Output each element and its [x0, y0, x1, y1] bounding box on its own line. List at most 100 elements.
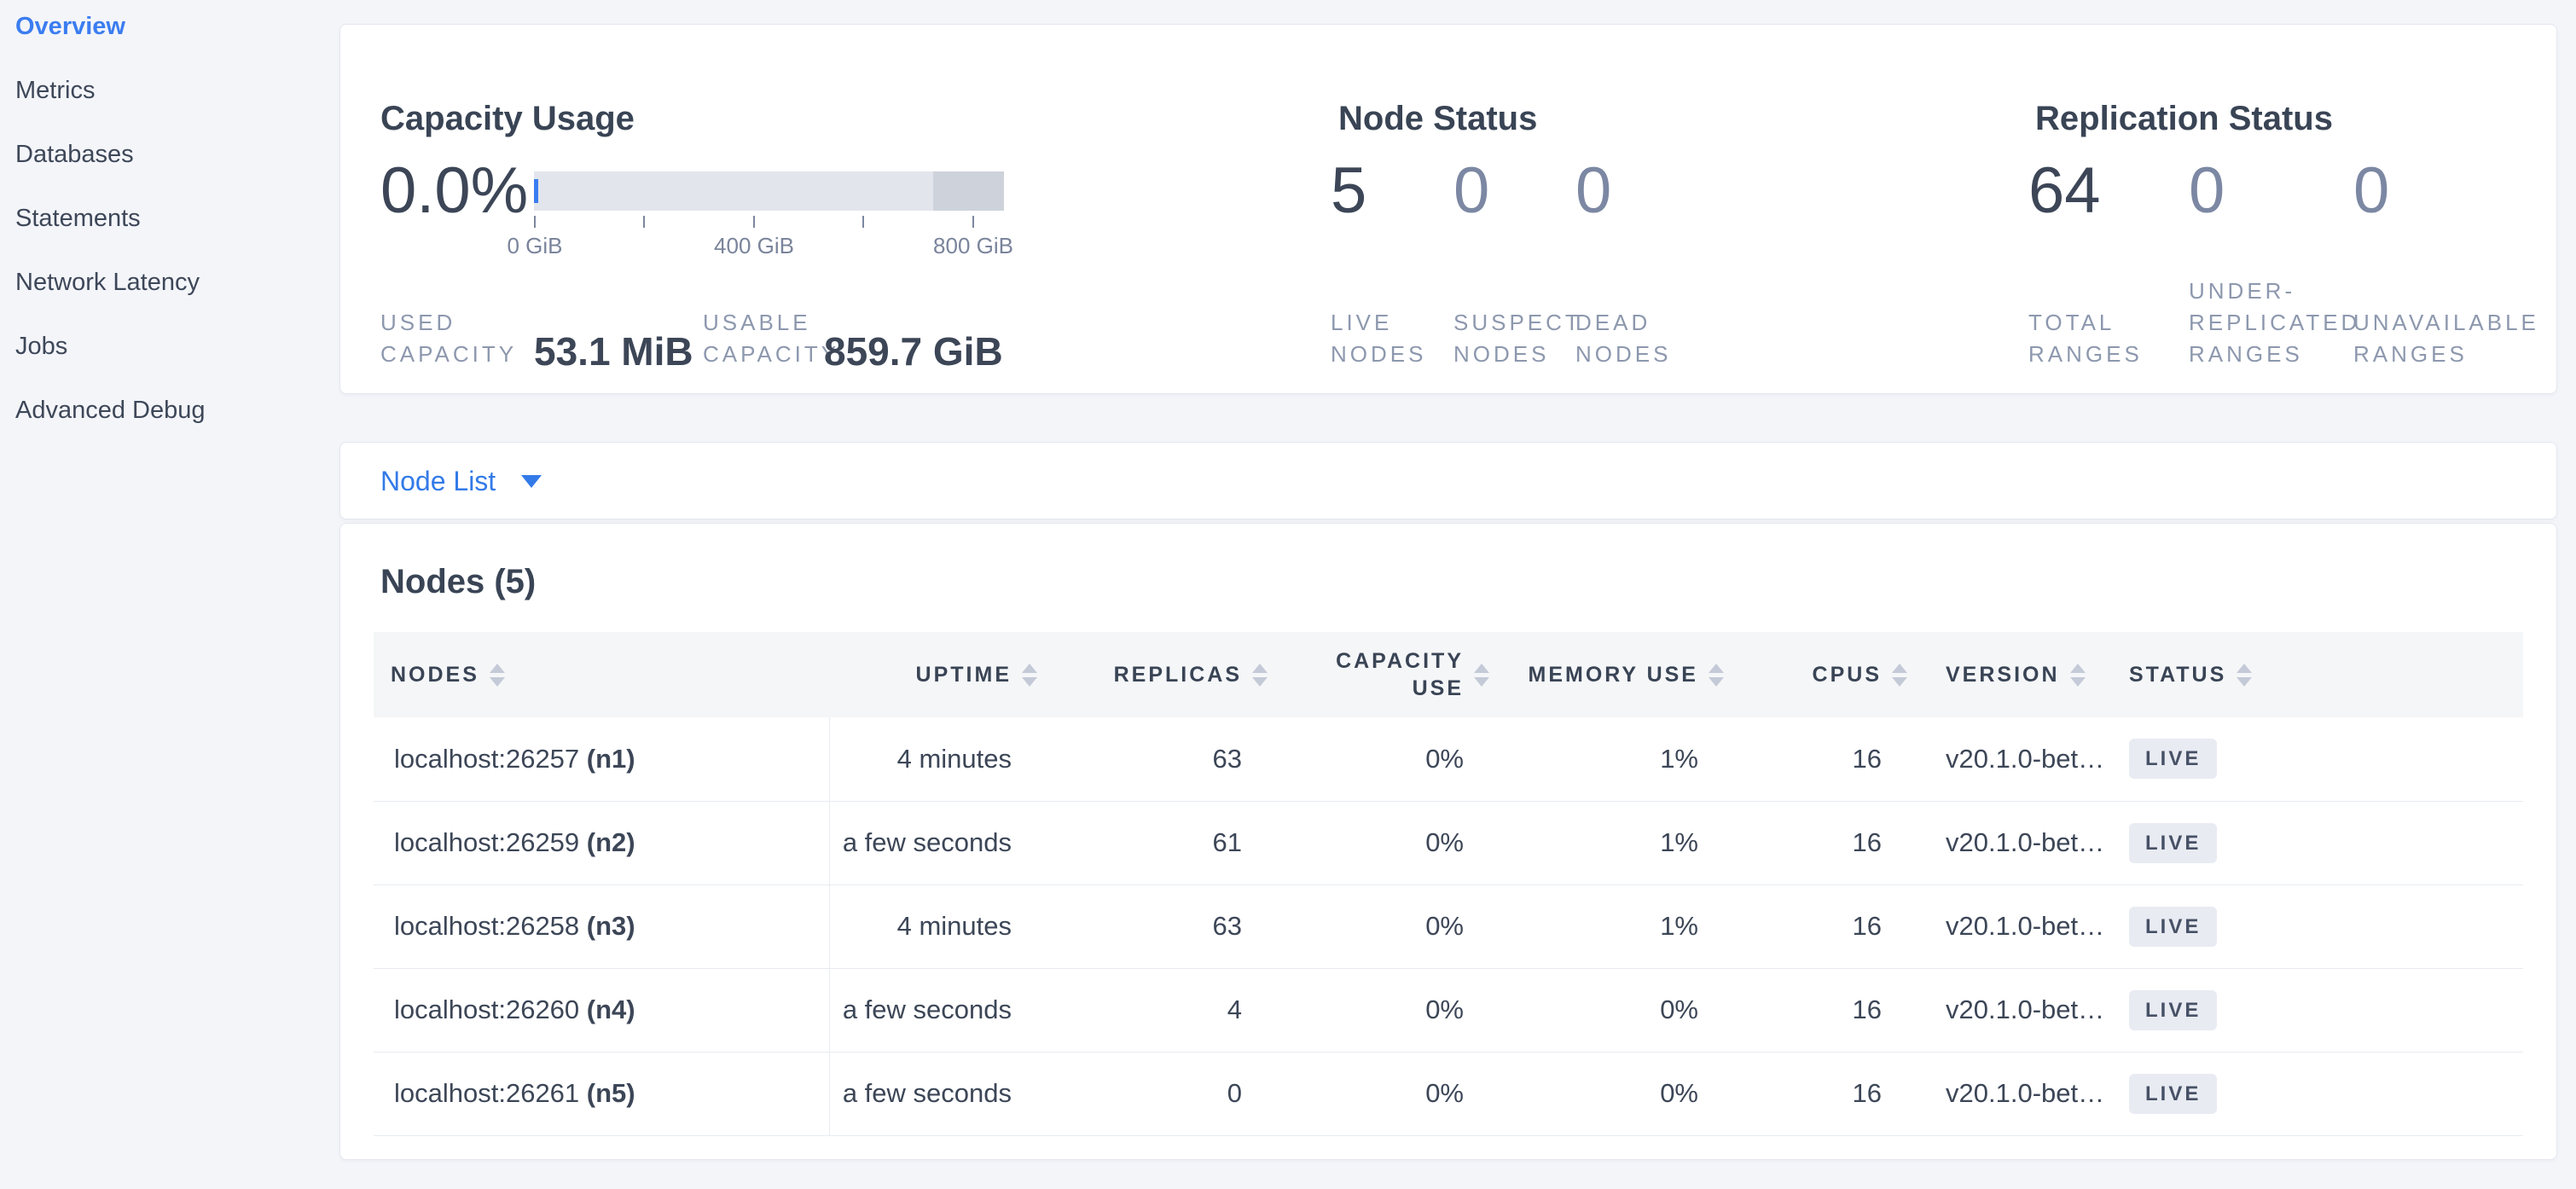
replicas-cell: 0 — [1058, 1052, 1288, 1136]
gauge-tick — [862, 216, 864, 228]
uptime-cell: a few seconds — [829, 968, 1058, 1053]
memory-use-cell: 1% — [1510, 884, 1744, 969]
nodes-table-card: Nodes (5) NODES UPTIME — [339, 523, 2557, 1160]
sidebar-nav-list: Overview Metrics Databases Statements Ne… — [0, 0, 339, 443]
node-id: (n3) — [586, 911, 635, 941]
capacity-use-cell: 0% — [1288, 801, 1510, 885]
status-badge: LIVE — [2129, 1073, 2218, 1114]
unavailable-ranges-count: 0 — [2353, 154, 2390, 227]
column-header-replicas[interactable]: REPLICAS — [1058, 632, 1288, 717]
column-header-cpus[interactable]: CPUS — [1744, 632, 1928, 717]
sidebar-item-statements[interactable]: Statements — [15, 205, 141, 232]
status-cell: LIVE — [2112, 968, 2523, 1053]
status-badge: LIVE — [2129, 739, 2218, 780]
capacity-use-cell: 0% — [1288, 968, 1510, 1053]
table-row: localhost:26259 (n2) a few seconds 61 0%… — [374, 801, 2523, 885]
table-row: localhost:26261 (n5) a few seconds 0 0% … — [374, 1052, 2523, 1136]
sort-icon — [1022, 663, 1037, 687]
sort-icon — [489, 663, 505, 687]
replicas-cell: 63 — [1058, 884, 1288, 969]
sidebar-item-network-latency[interactable]: Network Latency — [15, 269, 200, 296]
used-capacity-marker — [534, 179, 538, 203]
cpus-cell: 16 — [1744, 968, 1928, 1053]
status-cell: LIVE — [2112, 717, 2523, 802]
gauge-tick-label-0: 0 GiB — [507, 233, 563, 258]
live-nodes-count: 5 — [1331, 154, 1367, 227]
cpus-cell: 16 — [1744, 717, 1928, 802]
capacity-usage-title: Capacity Usage — [380, 100, 635, 137]
capacity-use-cell: 0% — [1288, 717, 1510, 802]
uptime-cell: a few seconds — [829, 1052, 1058, 1136]
sort-icon — [1709, 663, 1724, 687]
status-cell: LIVE — [2112, 801, 2523, 885]
nodes-table: NODES UPTIME REPLICAS CAPACITY USE — [374, 632, 2523, 1136]
node-address-link[interactable]: localhost:26261 — [394, 1078, 580, 1108]
status-badge: LIVE — [2129, 822, 2218, 863]
column-header-nodes[interactable]: NODES — [374, 632, 829, 717]
usable-capacity-value: 859.7 GiB — [824, 329, 1003, 374]
node-list-dropdown-label: Node List — [380, 466, 496, 496]
capacity-gauge-bar — [534, 171, 1004, 211]
memory-use-cell: 0% — [1510, 1052, 1744, 1136]
table-row: localhost:26258 (n3) 4 minutes 63 0% 1% … — [374, 884, 2523, 969]
version-cell: v20.1.0-bet… — [1928, 968, 2112, 1053]
node-address-link[interactable]: localhost:26259 — [394, 827, 580, 857]
usable-capacity-label: USABLE CAPACITY — [703, 310, 840, 367]
node-list-selector-card: Node List — [339, 442, 2557, 519]
memory-use-cell: 1% — [1510, 801, 1744, 885]
sidebar-item-databases[interactable]: Databases — [15, 141, 134, 168]
cpus-cell: 16 — [1744, 1052, 1928, 1136]
sidebar-item-jobs[interactable]: Jobs — [15, 333, 68, 360]
status-badge: LIVE — [2129, 906, 2218, 947]
version-cell: v20.1.0-bet… — [1928, 801, 2112, 885]
sort-icon — [1474, 663, 1489, 687]
column-header-capacity-use[interactable]: CAPACITY USE — [1288, 632, 1510, 717]
total-ranges-label: TOTAL RANGES — [2028, 310, 2143, 367]
table-row: localhost:26257 (n1) 4 minutes 63 0% 1% … — [374, 717, 2523, 802]
node-id: (n4) — [586, 995, 635, 1024]
column-header-uptime[interactable]: UPTIME — [829, 632, 1058, 717]
node-id: (n5) — [586, 1078, 635, 1108]
status-cell: LIVE — [2112, 884, 2523, 969]
node-address-link[interactable]: localhost:26258 — [394, 911, 580, 941]
cluster-summary-card: Capacity Usage 0.0% 0 GiB 400 GiB 800 Gi… — [339, 24, 2557, 394]
used-capacity-label: USED CAPACITY — [380, 310, 518, 367]
cpus-cell: 16 — [1744, 884, 1928, 969]
sidebar-item-metrics[interactable]: Metrics — [15, 77, 96, 104]
node-address-link[interactable]: localhost:26260 — [394, 995, 580, 1024]
nodes-heading: Nodes (5) — [380, 563, 537, 600]
uptime-cell: 4 minutes — [829, 717, 1058, 802]
sidebar-item-overview[interactable]: Overview — [15, 13, 125, 40]
capacity-use-cell: 0% — [1288, 884, 1510, 969]
suspect-nodes-count: 0 — [1453, 154, 1490, 227]
gauge-tick-label-800: 800 GiB — [933, 233, 1013, 258]
used-capacity-value: 53.1 MiB — [534, 329, 693, 374]
column-header-status[interactable]: STATUS — [2112, 632, 2523, 717]
gauge-tick — [534, 216, 536, 228]
replicas-cell: 4 — [1058, 968, 1288, 1053]
dead-nodes-count: 0 — [1575, 154, 1612, 227]
replication-status-title: Replication Status — [2035, 100, 2333, 137]
column-header-memory-use[interactable]: MEMORY USE — [1510, 632, 1744, 717]
gauge-tick — [972, 216, 974, 228]
capacity-gauge: 0 GiB 400 GiB 800 GiB — [507, 171, 1013, 274]
uptime-cell: a few seconds — [829, 801, 1058, 885]
main-content: Capacity Usage 0.0% 0 GiB 400 GiB 800 Gi… — [339, 0, 2557, 1189]
node-address-link[interactable]: localhost:26257 — [394, 743, 580, 774]
memory-use-cell: 1% — [1510, 717, 1744, 802]
node-list-dropdown[interactable]: Node List — [380, 443, 542, 520]
dead-nodes-label: DEAD NODES — [1575, 310, 1672, 367]
capacity-use-cell: 0% — [1288, 1052, 1510, 1136]
node-id: (n2) — [586, 827, 635, 857]
column-header-version[interactable]: VERSION — [1928, 632, 2112, 717]
gauge-tick-label-400: 400 GiB — [714, 233, 794, 258]
sidebar-item-advanced-debug[interactable]: Advanced Debug — [15, 397, 206, 424]
replicas-cell: 63 — [1058, 717, 1288, 802]
uptime-cell: 4 minutes — [829, 884, 1058, 969]
node-status-title: Node Status — [1338, 100, 1538, 137]
sort-icon — [2237, 663, 2253, 687]
unavailable-ranges-label: UNAVAILABLE RANGES — [2353, 310, 2539, 367]
live-nodes-label: LIVE NODES — [1331, 310, 1427, 367]
total-ranges-count: 64 — [2028, 154, 2101, 227]
